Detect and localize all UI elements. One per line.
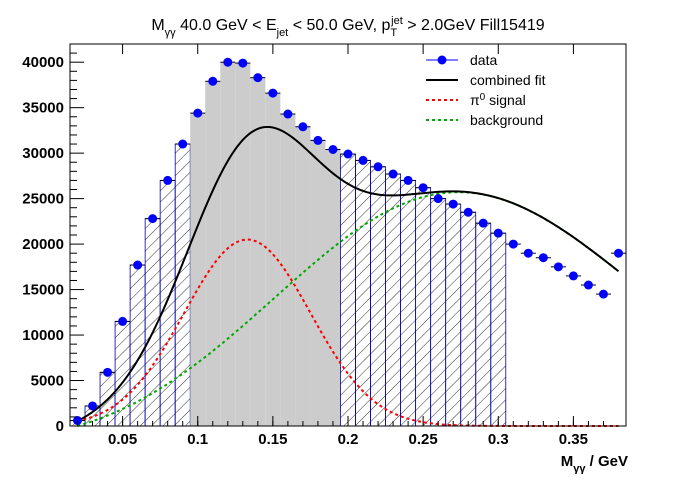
data-point <box>103 367 113 377</box>
data-point <box>493 228 503 238</box>
data-point <box>613 248 623 258</box>
x-tick-label: 0.35 <box>559 431 588 448</box>
legend: data combined fit π0 signal background <box>426 52 546 128</box>
data-point <box>193 108 203 118</box>
histogram-bar <box>400 180 417 427</box>
data-point <box>208 76 218 86</box>
y-tick-label: 30000 <box>22 145 64 162</box>
histogram-bar <box>325 149 341 426</box>
data-point <box>403 175 413 185</box>
histogram-bar <box>430 198 447 427</box>
histogram-bar <box>159 180 176 427</box>
histogram-bar <box>445 203 462 427</box>
histogram-bar <box>460 211 477 427</box>
legend-label: background <box>470 112 543 128</box>
y-tick-label: 20000 <box>22 236 64 253</box>
data-point <box>388 169 398 179</box>
histogram-bar <box>280 114 296 426</box>
histogram-bar <box>415 187 432 427</box>
data-point <box>343 149 353 159</box>
histogram-bar <box>129 264 146 427</box>
data-point <box>313 135 323 145</box>
y-tick-label: 10000 <box>22 327 64 344</box>
legend-label: data <box>470 52 497 68</box>
y-tick-label: 15000 <box>22 282 64 299</box>
x-tick-label: 0.2 <box>338 431 359 448</box>
histogram-bar <box>475 222 492 427</box>
data-point <box>328 145 338 154</box>
data-point <box>298 122 308 132</box>
histogram-bar <box>174 143 191 427</box>
y-tick-label: 40000 <box>22 54 64 71</box>
data-point <box>88 401 98 411</box>
histogram-bar <box>370 166 386 427</box>
data-point <box>478 218 488 228</box>
x-tick-label: 0.15 <box>258 431 287 448</box>
data-point <box>253 73 263 83</box>
data-point <box>538 253 548 263</box>
axes: 0.05 0.1 0.15 0.2 0.25 0.3 0.35 0 5000 10000 15000… <box>22 43 627 448</box>
chart-title: Mγγ 40.0 GeV < Ejet < 50.0 GeV, pTjet > … <box>151 15 544 39</box>
histogram-bar <box>190 113 206 427</box>
histogram-bar <box>205 81 221 426</box>
x-tick-label: 0.25 <box>409 431 438 448</box>
data-point <box>508 239 518 249</box>
histogram-bar <box>235 63 251 426</box>
data-point <box>598 289 608 299</box>
legend-label: π0 signal <box>470 92 526 109</box>
y-tick-label: 5000 <box>31 373 64 390</box>
y-tick-label: 0 <box>56 418 64 435</box>
data-point <box>583 280 593 290</box>
histogram-bar <box>340 153 356 427</box>
x-tick-label: 0.3 <box>488 431 509 448</box>
legend-label: combined fit <box>470 72 546 88</box>
data-point <box>118 316 128 326</box>
y-tick-label: 25000 <box>22 191 64 208</box>
x-tick-label: 0.1 <box>187 431 208 448</box>
histogram-bar <box>250 77 266 427</box>
data-point <box>238 58 248 68</box>
data-point <box>358 155 368 165</box>
combined-fit-curve <box>77 125 620 422</box>
data-point <box>268 88 278 98</box>
data-point <box>373 162 383 172</box>
data-point <box>163 175 173 185</box>
data-point <box>433 194 443 204</box>
histogram-bar <box>295 126 311 427</box>
x-axis-label: Mγγ / GeV <box>561 453 628 474</box>
histogram-bar <box>310 140 326 426</box>
plot-area <box>69 57 626 427</box>
data-point <box>148 214 158 224</box>
legend-data-marker <box>437 55 447 65</box>
y-tick-label: 35000 <box>22 100 64 117</box>
histogram-bar <box>265 93 281 427</box>
data-point <box>418 183 428 193</box>
data-point <box>463 207 473 217</box>
data-point <box>133 260 143 270</box>
data-point <box>568 271 578 281</box>
data-point <box>553 262 563 272</box>
data-point <box>223 57 233 67</box>
data-point <box>448 199 458 209</box>
histogram-bar <box>490 232 507 427</box>
data-point <box>523 248 533 258</box>
data-point <box>73 416 83 426</box>
data-point <box>178 139 188 149</box>
x-tick-label: 0.05 <box>108 431 137 448</box>
data-point <box>283 109 293 119</box>
